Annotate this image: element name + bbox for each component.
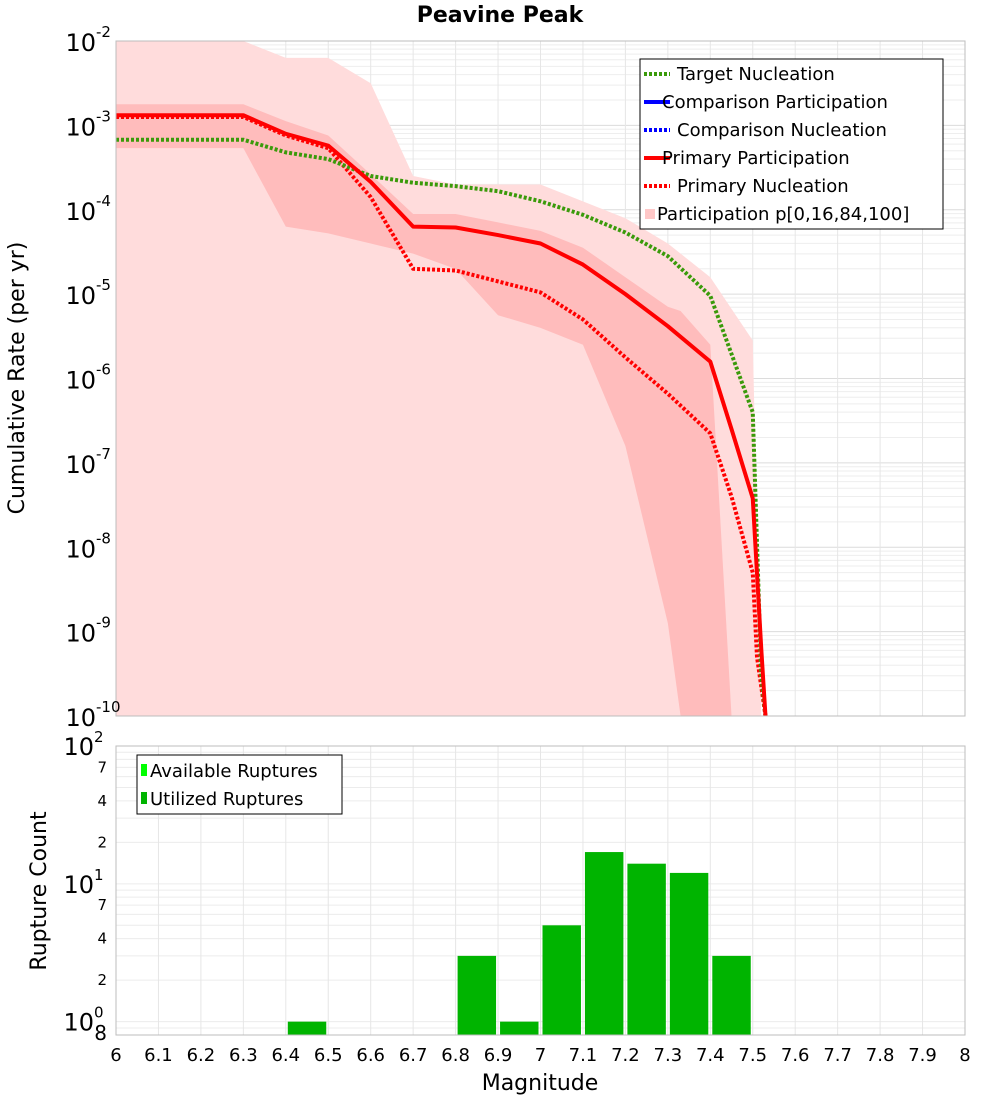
- rate-y-tick-exponent: -3: [96, 107, 111, 125]
- rate-y-tick-labels: 10-210-310-410-510-610-710-810-910-10: [65, 23, 120, 732]
- rupture-legend-label: Available Ruptures: [150, 761, 318, 782]
- rate-y-tick-exponent: -4: [96, 192, 111, 210]
- magnitude-tick-label: 6: [110, 1045, 121, 1066]
- magnitude-tick-label: 7.1: [569, 1045, 598, 1066]
- magnitude-tick-label: 6.3: [229, 1045, 258, 1066]
- chart-title: Peavine Peak: [417, 3, 585, 28]
- magnitude-tick-label: 7.9: [908, 1045, 937, 1066]
- count-y-minor-label: 7: [97, 758, 107, 776]
- rupture-bar: [542, 925, 581, 1035]
- participation-bands: [116, 41, 762, 716]
- count-y-tick-label: 10: [63, 1009, 94, 1037]
- cumulative-rate-plot: 10-210-310-410-510-610-710-810-910-10 Cu…: [5, 23, 966, 732]
- rate-y-tick-exponent: -2: [96, 23, 111, 41]
- rate-y-tick-exponent: -7: [96, 445, 111, 463]
- magnitude-tick-label: 6.5: [314, 1045, 343, 1066]
- rate-y-tick-exponent: -9: [96, 614, 111, 632]
- series-target-nucleation: [116, 137, 768, 717]
- magnitude-tick-label: 7.8: [866, 1045, 895, 1066]
- rate-y-tick-exponent: -10: [96, 698, 121, 716]
- count-y-axis-title: Rupture Count: [27, 811, 52, 971]
- rate-y-tick-exponent: -8: [96, 529, 111, 547]
- count-y-tick-exponent: 2: [94, 728, 104, 746]
- rate-legend-label: Comparison Nucleation: [677, 120, 887, 141]
- rate-y-tick-label: 10: [65, 198, 96, 226]
- magnitude-tick-label: 6.4: [271, 1045, 300, 1066]
- magnitude-tick-label: 7.6: [781, 1045, 810, 1066]
- rate-y-tick-label: 10: [65, 367, 96, 395]
- magnitude-tick-label: 7.7: [823, 1045, 852, 1066]
- rupture-bar: [627, 863, 666, 1035]
- magnitude-tick-label: 6.9: [484, 1045, 513, 1066]
- series-primary-participation: [116, 113, 768, 717]
- magnitude-tick-label: 7.3: [654, 1045, 683, 1066]
- rate-y-tick-label: 10: [65, 113, 96, 141]
- count-y-minor-label: 4: [97, 930, 107, 948]
- rupture-count-bars: [287, 852, 751, 1035]
- magnitude-axis-title: Magnitude: [482, 1071, 599, 1096]
- rate-y-tick-label: 10: [65, 451, 96, 479]
- rupture-legend-swatch: [141, 792, 147, 804]
- rupture-legend-swatch: [141, 764, 147, 776]
- rate-legend-label: Primary Nucleation: [677, 176, 849, 197]
- count-y-tick-label: 10: [63, 871, 94, 899]
- count-y-minor-label: 2: [97, 971, 107, 989]
- count-y-tick-label: 10: [63, 733, 94, 761]
- rate-legend-label: Participation p[0,16,84,100]: [657, 204, 909, 225]
- count-y-minor-label: 7: [97, 896, 107, 914]
- magnitude-tick-label: 6.1: [144, 1045, 173, 1066]
- rupture-legend-box: [136, 754, 343, 815]
- magnitude-tick-label: 7.4: [696, 1045, 725, 1066]
- rupture-bar: [457, 955, 497, 1035]
- rate-y-tick-label: 10: [65, 29, 96, 57]
- rupture-bar: [584, 852, 624, 1035]
- magnitude-tick-label: 6.8: [441, 1045, 470, 1066]
- count-y-tick-exponent: 1: [94, 866, 104, 884]
- magnitude-tick-label: 8: [959, 1045, 970, 1066]
- rate-y-tick-exponent: -6: [96, 361, 111, 379]
- rate-legend-box: [639, 58, 944, 230]
- count-y-tick-exponent: 0: [94, 1004, 104, 1022]
- rate-y-axis-title: Cumulative Rate (per yr): [5, 242, 30, 515]
- rate-legend-label: Target Nucleation: [676, 64, 835, 85]
- rate-legend-label: Comparison Participation: [662, 92, 888, 113]
- series-primary-nucleation: [116, 114, 768, 717]
- rupture-legend-label: Utilized Ruptures: [150, 789, 303, 810]
- magnitude-tick-label: 7.5: [738, 1045, 767, 1066]
- rupture-count-frame: [115, 745, 966, 1036]
- rupture-legend: Available Ruptures Utilized Ruptures: [136, 754, 343, 815]
- legend-swatch-band: [645, 209, 655, 219]
- rate-y-tick-label: 10: [65, 282, 96, 310]
- rupture-bar: [669, 872, 709, 1035]
- rupture-bar: [287, 1021, 327, 1035]
- magnitude-tick-label: 7: [535, 1045, 546, 1066]
- rate-y-tick-label: 10: [65, 535, 96, 563]
- count-y-minor-label: 2: [97, 833, 107, 851]
- rupture-count-grid: [115, 745, 966, 1036]
- magnitude-tick-label: 6.2: [187, 1045, 216, 1066]
- magnitude-tick-label: 7.2: [611, 1045, 640, 1066]
- rate-legend-label: Primary Participation: [662, 148, 850, 169]
- rupture-bar: [712, 955, 751, 1035]
- magnitude-tick-labels: 6 6.1 6.2 6.3 6.4 6.5 6.6 6.7 6.8 6.9 7 7.1 7.2 7.3 7.…: [110, 1045, 970, 1066]
- band-p16-p84: [116, 104, 732, 716]
- magnitude-tick-label: 6.6: [356, 1045, 385, 1066]
- rate-y-tick-label: 10: [65, 704, 96, 732]
- count-y-minor-label: 4: [97, 792, 107, 810]
- rate-legend: Target Nucleation Comparison Participatio…: [639, 58, 944, 230]
- cumulative-rate-frame: [115, 40, 966, 717]
- rate-y-tick-exponent: -5: [96, 276, 111, 294]
- magnitude-tick-label: 6.7: [399, 1045, 428, 1066]
- rate-lines: [116, 113, 768, 717]
- rate-y-tick-label: 10: [65, 620, 96, 648]
- count-y-minor-label: 8: [94, 1021, 107, 1045]
- rupture-bar: [500, 1021, 539, 1035]
